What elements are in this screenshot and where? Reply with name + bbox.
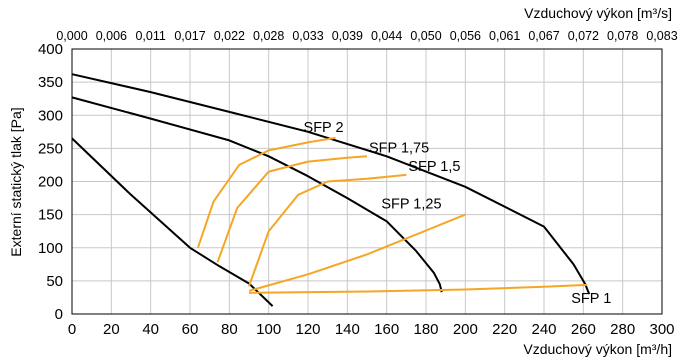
fan-curve-2 (71, 96, 443, 293)
sfp-curve-sfp-1 (248, 283, 588, 294)
y-tick-label: 0 (55, 306, 63, 323)
y-axis-title: Externí statický tlak [Pa] (8, 107, 24, 256)
y-tick-label: 200 (38, 174, 63, 191)
x-tick-label: 280 (610, 321, 635, 338)
x-tick-label: 240 (531, 321, 556, 338)
x2-tick-label: 0,056 (450, 29, 481, 43)
y-tick-label: 350 (38, 74, 63, 91)
sfp-label-sfp-1: SFP 1 (571, 291, 611, 307)
x-tick-label: 20 (103, 321, 120, 338)
x2-tick-label: 0,017 (174, 29, 205, 43)
y-tick-label: 400 (38, 41, 63, 58)
sfp-label-sfp-1-25: SFP 1,25 (381, 197, 441, 213)
x2-tick-label: 0,050 (410, 29, 441, 43)
x2-tick-label: 0,072 (568, 29, 599, 43)
sfp-curves (196, 136, 588, 294)
y-tick-label: 300 (38, 107, 63, 124)
y-tick-label: 50 (46, 273, 63, 290)
x2-tick-label: 0,078 (607, 29, 638, 43)
x-tick-label: 260 (571, 321, 596, 338)
x2-tick-label: 0,083 (646, 29, 677, 43)
x-axis-title: Vzduchový výkon [m³/h] (523, 341, 672, 357)
x-tick-label: 300 (649, 321, 674, 338)
sfp-label-sfp-2: SFP 2 (304, 120, 344, 136)
x2-axis-title: Vzduchový výkon [m³/s] (524, 5, 672, 21)
x2-tick-label: 0,044 (371, 29, 402, 43)
sfp-label-sfp-1-5: SFP 1,5 (408, 159, 460, 175)
sfp-curve-sfp-1-25 (248, 213, 466, 292)
sfp-labels: SFP 2 SFP 1,75 SFP 1,5 SFP 1,25 SFP 1 (304, 120, 612, 307)
x-tick-label: 180 (413, 321, 438, 338)
sfp-curve-sfp-1-5 (248, 173, 407, 287)
x-tick-label: 80 (221, 321, 238, 338)
sfp-curve-sfp-1-75 (216, 155, 368, 263)
sfp-curve-sfp-2 (196, 136, 336, 249)
x2-tick-label: 0,000 (56, 29, 87, 43)
x-tick-label: 0 (68, 321, 76, 338)
sfp-label-sfp-1-75: SFP 1,75 (369, 140, 429, 156)
fan-curve-1 (71, 73, 591, 295)
x2-tick-label: 0,006 (96, 29, 127, 43)
x2-tick-label: 0,028 (253, 29, 284, 43)
fan-curve-3 (71, 137, 274, 307)
grid (72, 49, 662, 314)
y-tick-label: 100 (38, 240, 63, 257)
x-tick-label: 220 (492, 321, 517, 338)
x-tick-label: 160 (374, 321, 399, 338)
x2-tick-label: 0,011 (135, 29, 165, 43)
x-tick-label: 100 (256, 321, 281, 338)
x2-tick-label: 0,067 (528, 29, 559, 43)
plot-frame (71, 48, 663, 315)
x2-tick-labels: 0,000 0,006 0,011 0,017 0,022 0,028 0,033 0,039… (56, 29, 677, 43)
x2-tick-label: 0,022 (214, 29, 245, 43)
y-tick-label: 250 (38, 140, 63, 157)
x-tick-label: 200 (453, 321, 478, 338)
fan-curves (71, 73, 591, 307)
x-tick-label: 140 (335, 321, 360, 338)
x2-tick-label: 0,039 (332, 29, 363, 43)
y-tick-label: 150 (38, 207, 63, 224)
y-tick-labels: 0 50 100 150 200 250 300 350 400 (38, 41, 63, 323)
x-tick-label: 60 (182, 321, 199, 338)
x-tick-label: 40 (142, 321, 159, 338)
x2-tick-label: 0,061 (489, 29, 520, 43)
x-tick-labels: 0 20 40 60 80 100 120 140 160 180 200 220 240 260 280 3… (68, 321, 675, 338)
x2-tick-label: 0,033 (292, 29, 323, 43)
x-tick-label: 120 (295, 321, 320, 338)
